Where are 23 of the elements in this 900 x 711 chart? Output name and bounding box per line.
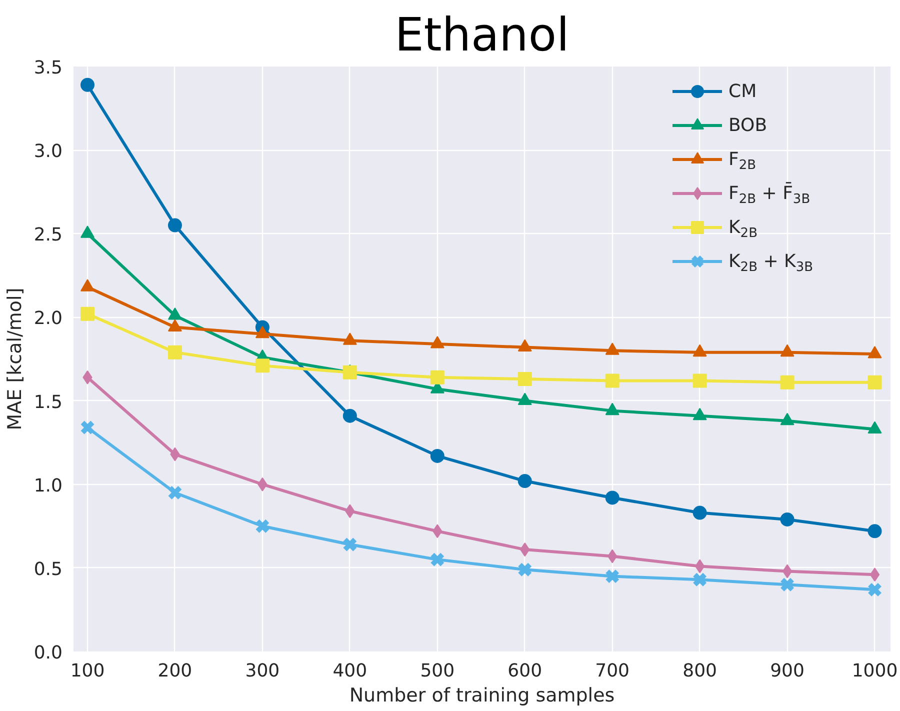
x-axis-title: Number of training samples: [349, 684, 615, 706]
x-tick-label: 500: [420, 660, 455, 682]
x-tick-label: 1000: [852, 660, 898, 682]
y-tick-label: 1.5: [34, 392, 63, 413]
x-tick-label: 800: [682, 660, 717, 682]
y-tick-label: 1.0: [34, 475, 63, 496]
x-tick-label: 900: [770, 660, 804, 682]
y-tick-label: 2.5: [34, 224, 63, 246]
chart-title: Ethanol: [394, 8, 570, 62]
x-tick-label: 200: [158, 660, 192, 682]
y-tick-label: 0.0: [34, 642, 63, 664]
legend-label: CM: [728, 81, 757, 102]
x-tick-label: 400: [332, 660, 368, 682]
legend-label: BOB: [728, 115, 768, 136]
x-tick-label: 300: [245, 660, 280, 682]
y-tick-label: 2.0: [34, 308, 63, 330]
x-tick-label: 600: [508, 660, 542, 682]
y-tick-label: 3.5: [34, 58, 63, 78]
x-tick-label: 100: [70, 660, 105, 682]
x-tick-label: 700: [595, 660, 630, 682]
y-axis-title: MAE [kcal/mol]: [4, 288, 26, 430]
y-tick-label: 0.5: [34, 558, 63, 580]
y-tick-label: 3.0: [34, 141, 63, 162]
